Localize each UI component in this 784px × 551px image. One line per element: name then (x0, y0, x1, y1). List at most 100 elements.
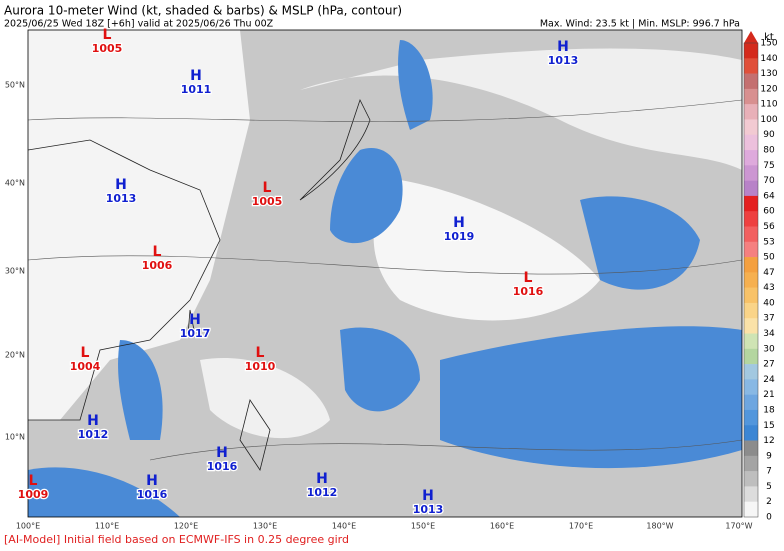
center-pressure: 1012 (307, 486, 338, 499)
center-type: L (29, 473, 38, 489)
center-pressure: 1017 (180, 327, 211, 340)
colorbar-band (744, 318, 758, 334)
colorbar-cap (744, 31, 758, 43)
center-pressure: 1005 (252, 195, 283, 208)
colorbar-label: 70 (763, 176, 775, 186)
lon-label: 130°E (253, 522, 277, 531)
lon-label: 180°W (646, 522, 673, 531)
lon-label: 100°E (16, 522, 40, 531)
center-pressure: 1013 (413, 503, 444, 516)
colorbar-band (744, 364, 758, 380)
colorbar-band (744, 241, 758, 258)
colorbar-band (744, 165, 758, 181)
colorbar-unit: kt (764, 32, 774, 43)
colorbar-label: 130 (760, 69, 777, 79)
colorbar-band (744, 394, 758, 411)
center-pressure: 1013 (106, 192, 137, 205)
lat-label: 40°N (5, 179, 25, 188)
lon-label: 170°E (569, 522, 593, 531)
lon-label: 170°W (725, 522, 752, 531)
colorbar-label: 40 (763, 298, 775, 308)
colorbar-label: 56 (763, 222, 775, 232)
center-pressure: 1009 (18, 488, 49, 501)
map (28, 30, 742, 517)
colorbar-label: 75 (763, 161, 774, 171)
colorbar-band (744, 272, 758, 288)
colorbar-label: 15 (763, 421, 774, 431)
center-pressure: 1004 (70, 360, 101, 373)
colorbar-label: 150 (760, 39, 777, 49)
colorbar-label: 80 (763, 146, 775, 156)
colorbar-label: 18 (763, 405, 775, 415)
colorbar-band (744, 150, 758, 166)
colorbar-band (744, 455, 758, 472)
center-type: H (189, 312, 201, 328)
center-pressure: 1006 (142, 259, 173, 272)
lat-label: 20°N (5, 351, 25, 360)
colorbar-band (744, 73, 758, 90)
lon-label: 150°E (411, 522, 435, 531)
center-type: H (557, 39, 569, 55)
center-type: H (115, 177, 127, 193)
colorbar-band (744, 471, 758, 487)
center-type: L (81, 345, 90, 361)
colorbar-band (744, 226, 758, 243)
lat-label: 50°N (5, 81, 25, 90)
colorbar-band (744, 134, 758, 151)
lon-label: 160°E (490, 522, 514, 531)
center-type: L (524, 270, 533, 286)
center-type: L (263, 180, 272, 196)
colorbar-label: 30 (763, 344, 775, 354)
colorbar-band (744, 104, 758, 120)
colorbar-band (744, 211, 758, 227)
lon-label: 120°E (174, 522, 198, 531)
stats: Max. Wind: 23.5 kt | Min. MSLP: 996.7 hP… (540, 19, 740, 30)
colorbar-label: 24 (763, 375, 775, 385)
center-pressure: 1016 (513, 285, 544, 298)
title: Aurora 10-meter Wind (kt, shaded & barbs… (4, 4, 402, 18)
colorbar-label: 90 (763, 130, 775, 140)
center-type: H (453, 215, 465, 231)
center-type: H (422, 488, 434, 504)
colorbar-label: 47 (763, 268, 774, 278)
colorbar-band (744, 501, 758, 518)
center-pressure: 1019 (444, 230, 475, 243)
colorbar-band (744, 302, 758, 319)
center-type: H (190, 68, 202, 84)
colorbar-band (744, 180, 758, 197)
colorbar-band (744, 257, 758, 273)
lon-label: 140°E (332, 522, 356, 531)
lat-label: 30°N (5, 267, 25, 276)
center-type: L (103, 27, 112, 43)
colorbar-label: 43 (763, 283, 774, 293)
subtitle: 2025/06/25 Wed 18Z [+6h] valid at 2025/0… (4, 19, 274, 30)
lon-label: 110°E (95, 522, 119, 531)
colorbar-band (744, 43, 758, 59)
colorbar-band (744, 409, 758, 426)
colorbar-label: 27 (763, 360, 774, 370)
center-type: H (146, 473, 158, 489)
colorbar-label: 37 (763, 314, 774, 324)
colorbar-label: 53 (763, 237, 774, 247)
colorbar-label: 7 (766, 467, 772, 477)
colorbar-label: 120 (760, 84, 777, 94)
colorbar-band (744, 333, 758, 350)
colorbar-band (744, 58, 758, 74)
colorbar-label: 110 (760, 100, 777, 110)
center-type: L (153, 244, 162, 260)
center-pressure: 1005 (92, 42, 123, 55)
center-pressure: 1012 (78, 428, 109, 441)
colorbar-label: 12 (763, 436, 774, 446)
footer: [AI-Model] Initial field based on ECMWF-… (4, 533, 349, 546)
center-pressure: 1016 (207, 460, 238, 473)
center-pressure: 1016 (137, 488, 168, 501)
colorbar-label: 5 (766, 482, 772, 492)
colorbar-band (744, 195, 758, 212)
colorbar-band (744, 440, 758, 457)
center-type: H (216, 445, 228, 461)
colorbar-label: 0 (766, 513, 772, 523)
colorbar-band (744, 486, 758, 503)
colorbar-label: 100 (760, 115, 777, 125)
colorbar-band (744, 287, 758, 304)
